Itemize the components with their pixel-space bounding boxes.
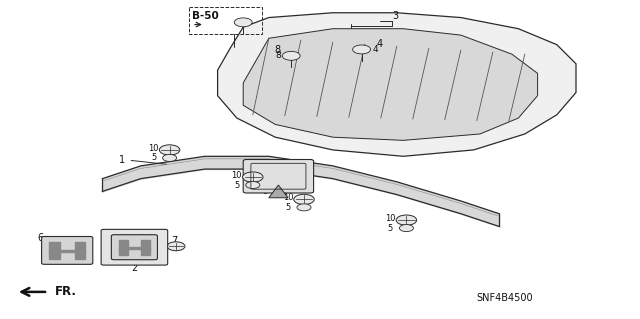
Text: B-50: B-50 — [192, 11, 219, 21]
Polygon shape — [269, 185, 288, 198]
FancyBboxPatch shape — [101, 229, 168, 265]
Text: 6: 6 — [37, 233, 44, 243]
Bar — [189, 7, 262, 34]
Circle shape — [243, 172, 263, 182]
Circle shape — [234, 18, 252, 27]
Polygon shape — [243, 29, 538, 140]
Circle shape — [167, 242, 185, 251]
Text: 5: 5 — [388, 224, 393, 233]
Text: 9: 9 — [263, 187, 268, 196]
Circle shape — [297, 204, 311, 211]
Circle shape — [246, 182, 260, 189]
FancyBboxPatch shape — [42, 236, 93, 264]
Text: 4: 4 — [373, 45, 378, 54]
Text: 7: 7 — [172, 235, 178, 246]
Text: 3: 3 — [392, 11, 399, 21]
Text: 4: 4 — [376, 39, 383, 49]
Circle shape — [399, 225, 413, 232]
Text: 8: 8 — [276, 51, 281, 60]
Text: 5: 5 — [151, 153, 156, 162]
Text: SNF4B4500: SNF4B4500 — [477, 293, 533, 303]
Text: 10: 10 — [283, 193, 293, 202]
FancyBboxPatch shape — [111, 235, 157, 260]
Text: 10: 10 — [385, 214, 396, 223]
Text: 8: 8 — [274, 45, 280, 55]
Circle shape — [282, 51, 300, 60]
Text: 5: 5 — [285, 203, 291, 212]
Circle shape — [294, 194, 314, 204]
Text: 2: 2 — [131, 263, 138, 273]
Circle shape — [396, 215, 417, 225]
Circle shape — [353, 45, 371, 54]
Text: 1: 1 — [118, 155, 125, 166]
Text: FR.: FR. — [54, 285, 76, 298]
Text: 10: 10 — [148, 144, 159, 153]
FancyBboxPatch shape — [243, 160, 314, 193]
Circle shape — [163, 154, 177, 161]
Text: 5: 5 — [234, 181, 239, 189]
Polygon shape — [218, 13, 576, 156]
Text: 10: 10 — [232, 171, 242, 180]
Circle shape — [159, 145, 180, 155]
